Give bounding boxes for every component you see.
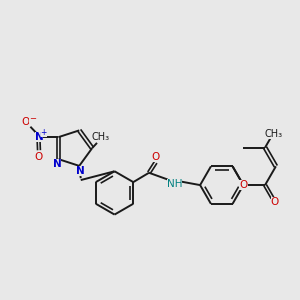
Text: −: − [29, 114, 36, 123]
Text: O: O [239, 180, 247, 190]
Text: N: N [52, 159, 61, 169]
Text: CH₃: CH₃ [264, 129, 282, 139]
Text: CH₃: CH₃ [92, 132, 110, 142]
Text: O: O [35, 152, 43, 162]
Text: N: N [34, 132, 43, 142]
Text: NH: NH [167, 179, 182, 189]
Text: O: O [271, 197, 279, 207]
Text: O: O [21, 117, 30, 127]
Text: O: O [152, 152, 160, 162]
Text: N: N [76, 166, 85, 176]
Text: +: + [40, 128, 47, 137]
